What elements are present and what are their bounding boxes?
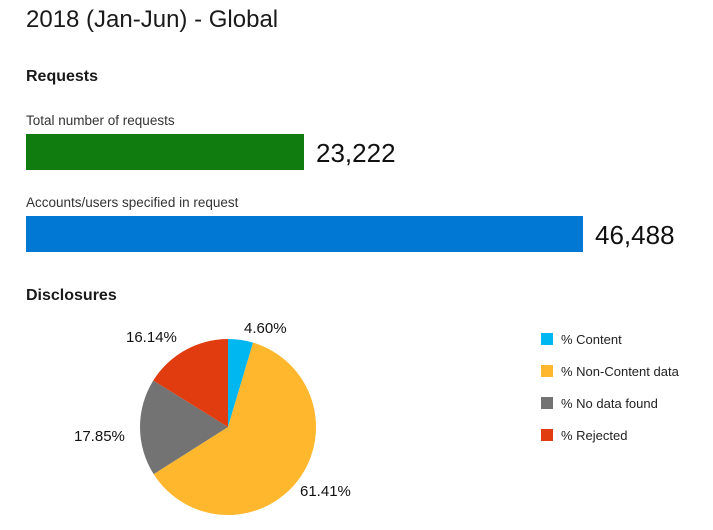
accounts-bar bbox=[26, 216, 583, 252]
legend-label-rejected: % Rejected bbox=[561, 427, 628, 443]
legend-label-non-content: % Non-Content data bbox=[561, 363, 679, 379]
requests-section-title: Requests bbox=[26, 68, 99, 85]
legend-swatch-rejected bbox=[541, 429, 553, 441]
legend-item-non-content: % Non-Content data bbox=[541, 355, 679, 387]
pie-slice-rejected bbox=[153, 339, 228, 427]
page-title: 2018 (Jan-Jun) - Global bbox=[26, 6, 279, 33]
disclosures-section-title: Disclosures bbox=[26, 287, 117, 304]
pie-label-non-content: 61.41% bbox=[300, 483, 351, 500]
pie-label-rejected: 16.14% bbox=[126, 329, 177, 346]
accounts-label: Accounts/users specified in request bbox=[26, 195, 239, 210]
total-requests-label: Total number of requests bbox=[26, 113, 175, 128]
legend-label-no-data: % No data found bbox=[561, 395, 658, 411]
legend-item-content: % Content bbox=[541, 323, 679, 355]
legend-item-rejected: % Rejected bbox=[541, 419, 679, 451]
total-requests-bar bbox=[26, 134, 304, 170]
pie-slice-no-data bbox=[139, 380, 228, 475]
pie-label-content: 4.60% bbox=[244, 320, 287, 337]
legend-swatch-no-data bbox=[541, 397, 553, 409]
legend-swatch-content bbox=[541, 333, 553, 345]
accounts-value: 46,488 bbox=[595, 220, 675, 250]
pie-legend: % Content % Non-Content data % No data f… bbox=[541, 323, 679, 451]
pie-label-no-data: 17.85% bbox=[74, 428, 125, 445]
legend-swatch-non-content bbox=[541, 365, 553, 377]
total-requests-value: 23,222 bbox=[316, 138, 396, 168]
pie-slice-non-content bbox=[153, 342, 316, 515]
legend-item-no-data: % No data found bbox=[541, 387, 679, 419]
legend-label-content: % Content bbox=[561, 331, 622, 347]
pie-slice-content bbox=[228, 339, 254, 427]
